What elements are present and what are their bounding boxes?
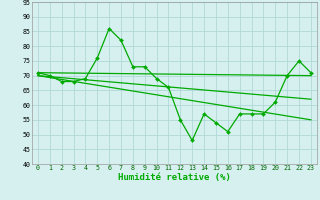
X-axis label: Humidité relative (%): Humidité relative (%) <box>118 173 231 182</box>
